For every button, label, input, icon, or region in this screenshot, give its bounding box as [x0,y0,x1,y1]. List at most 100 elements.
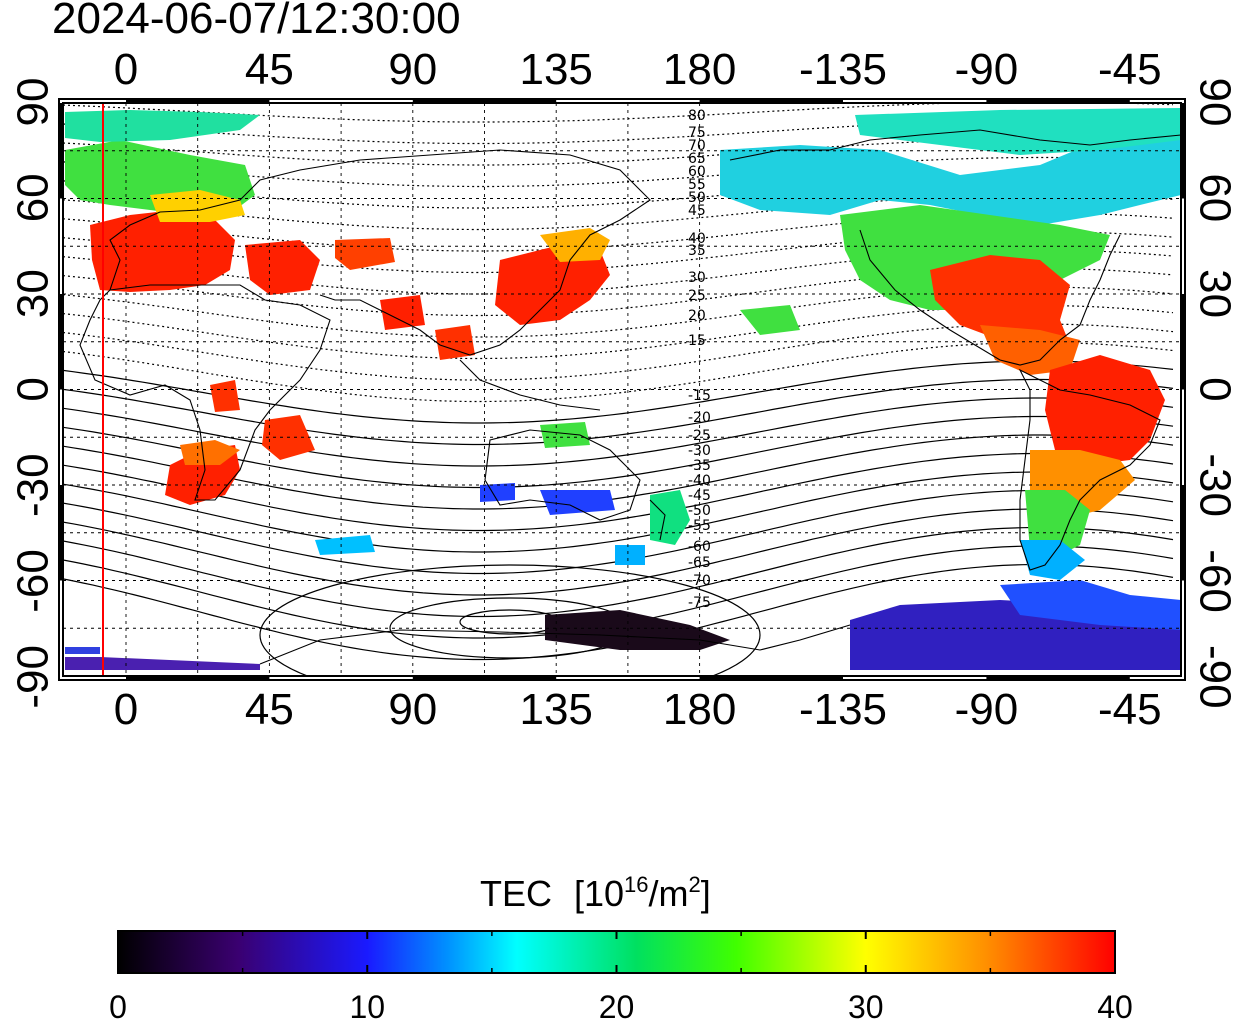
bottom-lon-label: -45 [1098,685,1162,734]
tec-patch-patagonia [1020,540,1085,580]
left-lat-label: -90 [9,645,58,709]
magnetic-lat-label: -20 [688,410,711,426]
top-lon-label: 180 [663,45,736,94]
top-lon-label: -135 [799,45,887,94]
tec-patch-new-guinea [540,422,590,448]
left-lat-label: -60 [9,549,58,613]
magnetic-lat-label: -75 [688,595,711,611]
coastlines [79,129,1181,665]
magnetic-lat-label: 75 [688,125,706,141]
tec-patch-southeast-asia [435,325,475,360]
lat-lon-grid [63,103,1181,676]
magnetic-lat-label: -40 [688,473,711,489]
magnetic-lat-label: -55 [688,518,711,534]
magnetic-lat-label: -70 [688,573,711,589]
magnetic-lat-label: 55 [688,177,706,193]
magnetic-lat-label: 45 [688,203,706,219]
tec-patch-south-pacific [615,545,645,565]
magnetic-lat-label: 50 [688,190,706,206]
colorbar-ticks: 0 10 20 30 40 [109,931,1133,1021]
left-lat-label: -30 [9,453,58,517]
colorbar-tick-label: 0 [109,989,127,1021]
right-lat-label: 0 [1190,377,1235,401]
top-lon-label: -90 [955,45,1019,94]
bottom-lon-label: 135 [519,685,592,734]
tec-patch-weddell [1000,580,1181,630]
left-lat-label: 60 [9,173,58,222]
left-latitude-labels: 90 60 30 0 -30 -60 -90 [9,78,58,709]
top-lon-label: 135 [519,45,592,94]
magnetic-lat-label: -25 [688,428,711,444]
top-longitude-labels: 0 45 90 135 180 -135 -90 -45 [114,45,1162,94]
tec-patch-antarctic-dark [545,610,730,650]
tec-patch-europe [90,210,235,292]
colorbar-title: TEC [1016/m2] [480,872,711,914]
tec-patch-indian-ocean-south [315,535,375,555]
tec-patch-india [380,295,425,330]
magnetic-lat-label: 15 [688,333,706,349]
magnetic-lat-label: 65 [688,151,706,167]
tec-patch-antarctica-edge [65,647,100,654]
colorbar-tick-label: 40 [1097,989,1133,1021]
magnetic-lat-label: -35 [688,458,711,474]
bottom-lon-label: 0 [114,685,138,734]
magnetic-lat-label: -65 [688,555,711,571]
magnetic-lat-label: 20 [688,308,706,324]
top-lon-label: 45 [245,45,294,94]
timestamp-title: 2024-06-07/12:30:00 [52,0,461,43]
bottom-lon-label: -135 [799,685,887,734]
tec-data-patches [65,108,1181,670]
right-lat-label: 90 [1190,78,1235,127]
right-lat-label: -90 [1190,645,1235,709]
magnetic-lat-label: 35 [688,243,706,259]
colorbar-tick-label: 20 [599,989,635,1021]
bottom-lon-label: 180 [663,685,736,734]
right-lat-label: -30 [1190,453,1235,517]
tec-patch-caribbean [980,325,1080,375]
left-lat-label: 30 [9,269,58,318]
magnetic-lat-label: 25 [688,288,706,304]
right-lat-label: 30 [1190,269,1235,318]
tec-patch-west-australia [480,483,515,502]
magnetic-lat-label: -50 [688,503,711,519]
magnetic-lat-label: -60 [688,539,711,555]
bottom-longitude-labels: 0 45 90 135 180 -135 -90 -45 [114,685,1162,734]
tec-patch-mideast [245,240,320,295]
colorbar: TEC [1016/m2] 0 10 20 30 40 [109,872,1133,1021]
map-frame [58,98,1186,681]
tec-patch-west-africa [210,380,240,412]
tec-patch-north-europe [150,190,245,222]
right-lat-label: -60 [1190,549,1235,613]
magnetic-lat-label: 40 [688,231,706,247]
tec-patch-east-asia [495,245,610,325]
tec-patch-new-zealand [650,490,690,545]
bottom-lon-label: 90 [388,685,437,734]
magnetic-lat-label: -45 [688,488,711,504]
bottom-lon-label: -90 [955,685,1019,734]
magnetic-lat-label: 70 [688,138,706,154]
tec-patch-antarctica-east [65,657,260,670]
magnetic-lat-label: 60 [688,164,706,180]
bottom-lon-label: 45 [245,685,294,734]
magnetic-lat-label: -30 [688,443,711,459]
colorbar-tick-label: 10 [349,989,385,1021]
left-lat-label: 0 [9,377,58,401]
top-lon-label: 0 [114,45,138,94]
tec-patch-japan [540,228,610,262]
top-lon-label: 90 [388,45,437,94]
tec-patch-south-australia [540,490,615,515]
tec-patch-south-africa-north [180,440,240,465]
tec-patch-arctic-west [65,110,260,142]
tec-patch-arctic-east [855,108,1181,155]
magnetic-lat-label: 30 [688,270,706,286]
colorbar-tick-label: 30 [848,989,884,1021]
magnetic-lat-label: -15 [688,388,711,404]
top-lon-label: -45 [1098,45,1162,94]
tec-patch-hawaii [740,305,800,335]
right-latitude-labels: 90 60 30 0 -30 -60 -90 [1190,78,1235,709]
right-lat-label: 60 [1190,173,1235,222]
left-lat-label: 90 [9,78,58,127]
magnetic-lat-label: 80 [688,108,706,124]
